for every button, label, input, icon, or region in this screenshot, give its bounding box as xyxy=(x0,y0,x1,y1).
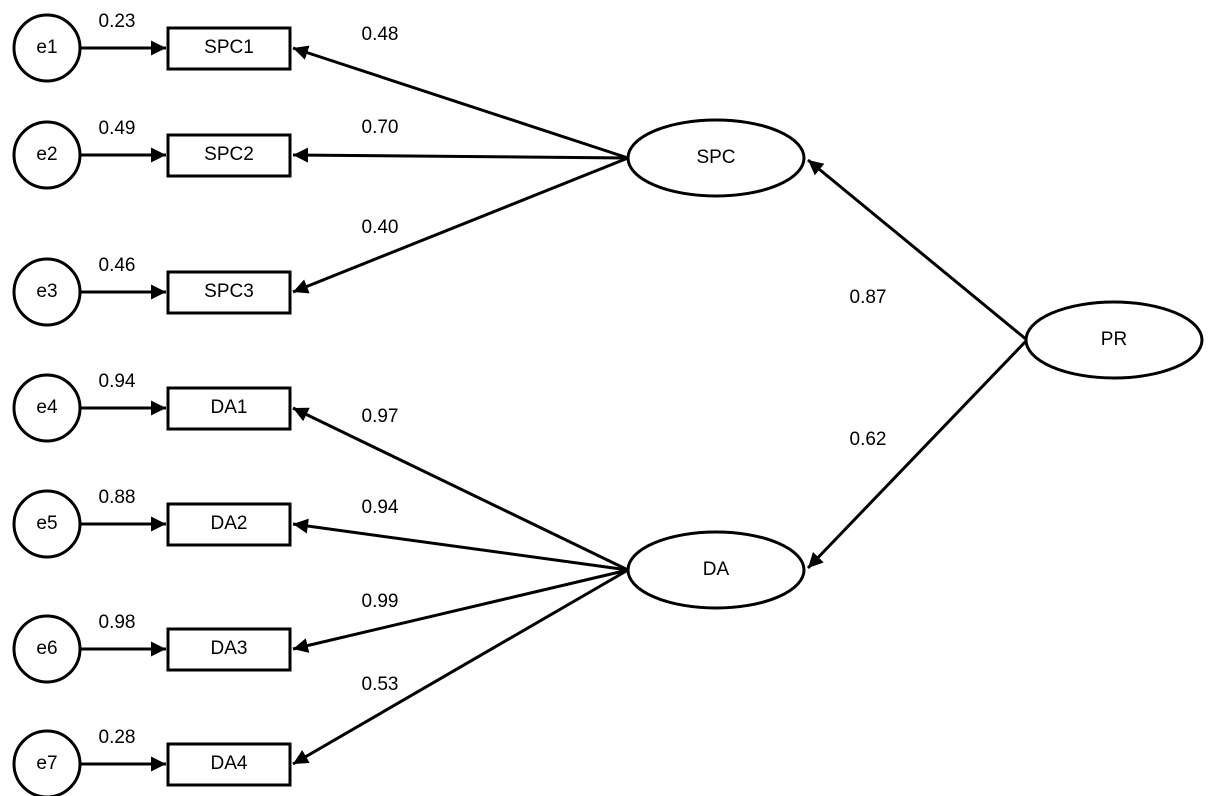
path-arrow xyxy=(808,340,1027,568)
error-weight: 0.49 xyxy=(99,118,136,139)
loading-label: 0.40 xyxy=(362,217,399,238)
loading-arrow xyxy=(293,570,628,649)
path-diagram: e1 0.23 e2 0.49 e3 0.46 e4 0.94 e5 0.88 e6 0.98 e7 0.… xyxy=(0,0,1211,796)
error-label: e4 xyxy=(36,397,58,418)
indicator-label: SPC2 xyxy=(204,144,254,165)
path-label: 0.62 xyxy=(850,429,887,450)
indicator-label: SPC1 xyxy=(204,37,254,58)
error-weight: 0.46 xyxy=(99,255,136,276)
loading-arrow xyxy=(293,155,628,158)
loading-label: 0.70 xyxy=(362,117,399,138)
error-weight: 0.98 xyxy=(99,612,136,633)
error-label: e6 xyxy=(36,638,57,659)
factor-label: PR xyxy=(1101,329,1127,350)
path-arrow xyxy=(808,160,1027,340)
error-weight: 0.94 xyxy=(99,371,136,392)
indicator-label: DA4 xyxy=(211,753,248,774)
error-label: e7 xyxy=(36,753,57,774)
indicator-label: DA2 xyxy=(211,513,248,534)
loading-label: 0.94 xyxy=(362,497,399,518)
error-weight: 0.28 xyxy=(99,727,136,748)
loading-arrow xyxy=(293,158,628,292)
loading-arrow xyxy=(293,570,628,764)
loading-arrow xyxy=(293,48,628,158)
indicator-label: DA1 xyxy=(211,397,248,418)
indicator-label: DA3 xyxy=(211,638,248,659)
loading-label: 0.48 xyxy=(362,24,399,45)
factor-label: DA xyxy=(703,559,730,580)
factor-label: SPC xyxy=(696,147,735,168)
error-weight: 0.88 xyxy=(99,487,136,508)
error-weight: 0.23 xyxy=(99,11,136,32)
error-label: e3 xyxy=(36,281,57,302)
path-label: 0.87 xyxy=(850,287,887,308)
error-label: e2 xyxy=(36,144,57,165)
loading-label: 0.53 xyxy=(362,674,399,695)
error-label: e1 xyxy=(36,37,57,58)
error-label: e5 xyxy=(36,513,57,534)
indicator-label: SPC3 xyxy=(204,281,254,302)
loading-label: 0.97 xyxy=(362,406,399,427)
loading-label: 0.99 xyxy=(362,591,399,612)
